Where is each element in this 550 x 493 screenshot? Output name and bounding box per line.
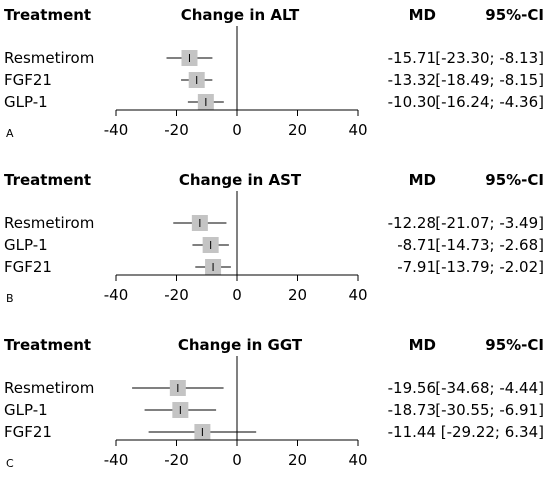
md-value: -8.71	[397, 236, 436, 254]
ci-value: [-34.68; -4.44]	[435, 379, 544, 397]
md-value: -18.73	[388, 401, 436, 419]
x-tick-label: 40	[348, 286, 367, 304]
chart-title: Change in ALT	[181, 6, 300, 24]
panel-label: B	[6, 292, 14, 305]
x-tick-label: 0	[232, 121, 242, 139]
x-tick-label: -20	[164, 121, 189, 139]
panel-label: C	[6, 457, 14, 470]
ci-value: [-18.49; -8.15]	[435, 71, 544, 89]
x-tick-label: -20	[164, 286, 189, 304]
md-value: -12.28	[388, 214, 436, 232]
ci-header: 95%-CI	[485, 171, 544, 189]
treatment-label: Resmetirom	[4, 214, 94, 232]
x-tick-label: 0	[232, 451, 242, 469]
treatment-label: Resmetirom	[4, 49, 94, 67]
treatment-label: FGF21	[4, 423, 52, 441]
treatment-header: Treatment	[4, 336, 91, 354]
ci-value: [-16.24; -4.36]	[435, 93, 544, 111]
treatment-label: GLP-1	[4, 401, 48, 419]
md-value: -19.56	[388, 379, 436, 397]
treatment-label: GLP-1	[4, 236, 48, 254]
x-tick-label: 20	[288, 121, 307, 139]
ci-value: [-23.30; -8.13]	[435, 49, 544, 67]
x-tick-label: -20	[164, 451, 189, 469]
ci-header: 95%-CI	[485, 336, 544, 354]
ci-value: [-29.22; 6.34]	[441, 423, 544, 441]
x-tick-label: -40	[104, 286, 129, 304]
x-tick-label: 0	[232, 286, 242, 304]
x-tick-label: 40	[348, 451, 367, 469]
treatment-header: Treatment	[4, 171, 91, 189]
md-value: -13.32	[388, 71, 436, 89]
ci-value: [-13.79; -2.02]	[435, 258, 544, 276]
treatment-label: FGF21	[4, 258, 52, 276]
md-value: -10.30	[388, 93, 436, 111]
md-header: MD	[409, 6, 436, 24]
ci-header: 95%-CI	[485, 6, 544, 24]
x-tick-label: 20	[288, 286, 307, 304]
ci-value: [-21.07; -3.49]	[435, 214, 544, 232]
x-tick-label: 40	[348, 121, 367, 139]
ci-value: [-30.55; -6.91]	[435, 401, 544, 419]
treatment-header: Treatment	[4, 6, 91, 24]
chart-title: Change in GGT	[178, 336, 303, 354]
md-value: -7.91	[397, 258, 436, 276]
md-value: -15.71	[388, 49, 436, 67]
md-header: MD	[409, 336, 436, 354]
panel-label: A	[6, 127, 14, 140]
treatment-label: FGF21	[4, 71, 52, 89]
md-value: -11.44	[388, 423, 436, 441]
chart-title: Change in AST	[179, 171, 302, 189]
md-header: MD	[409, 171, 436, 189]
ci-value: [-14.73; -2.68]	[435, 236, 544, 254]
x-tick-label: -40	[104, 121, 129, 139]
x-tick-label: -40	[104, 451, 129, 469]
treatment-label: Resmetirom	[4, 379, 94, 397]
x-tick-label: 20	[288, 451, 307, 469]
treatment-label: GLP-1	[4, 93, 48, 111]
